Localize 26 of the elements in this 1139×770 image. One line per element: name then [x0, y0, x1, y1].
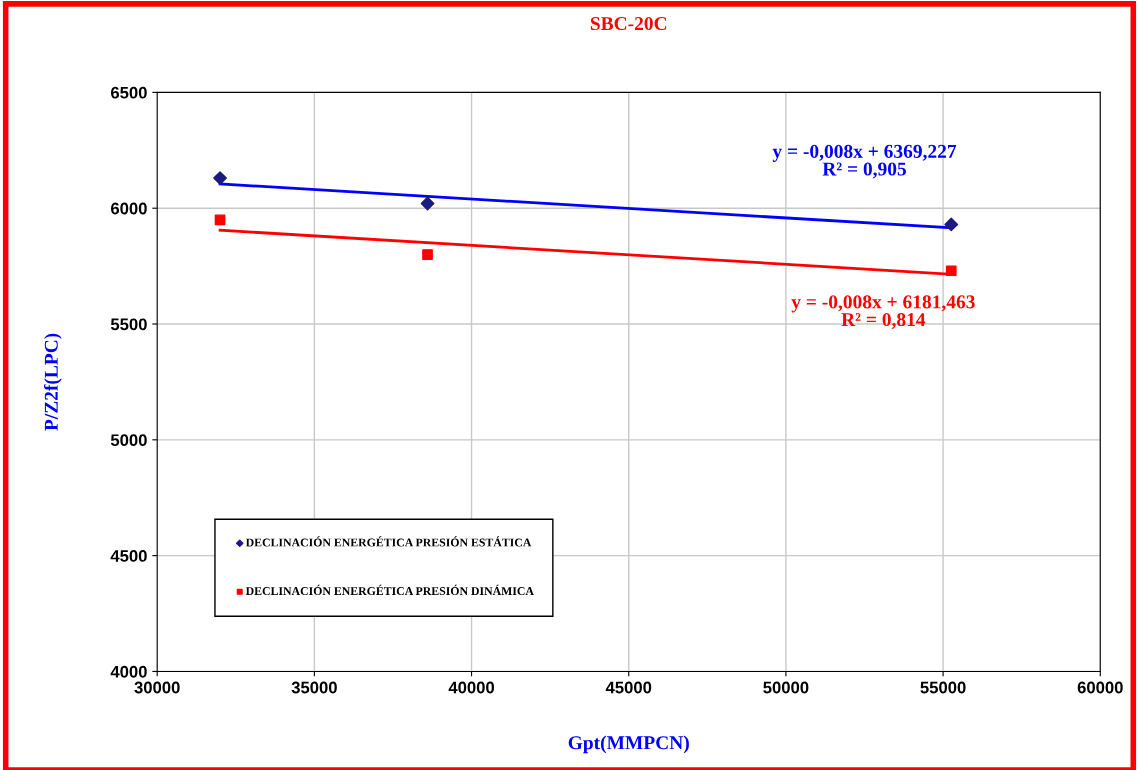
point	[420, 196, 435, 211]
legend-label: DECLINACIÓN ENERGÉTICA PRESIÓN ESTÁTICA	[245, 536, 532, 547]
y-tick-label: 5000	[110, 434, 147, 447]
y-axis-title: P/Z2f(LPC)	[43, 333, 62, 431]
x-tick-label: 40000	[448, 681, 495, 694]
x-tick-label: 50000	[763, 681, 809, 694]
legend-label: DECLINACIÓN ENERGÉTICA PRESIÓN DINÁMICA	[245, 584, 534, 596]
annotation: y = -0,008x + 6369,227 R² = 0,905	[772, 144, 957, 179]
x-tick-label: 35000	[291, 681, 337, 694]
y-tick-label: 4500	[110, 550, 147, 562]
point	[945, 265, 957, 277]
point	[944, 217, 959, 232]
point	[213, 171, 227, 186]
y-tick-label: 6500	[111, 86, 147, 99]
y-tick-label: 6000	[111, 202, 147, 215]
annotation: y = -0,008x + 6181,463 R² = 0,814	[791, 295, 975, 329]
x-tick-label: 55000	[920, 681, 966, 694]
x-axis-title: Gpt(MMPCN)	[568, 735, 689, 754]
x-tick-label: 60000	[1077, 681, 1123, 694]
x-tick-label: 45000	[605, 681, 652, 694]
x-tick-label: 30000	[134, 681, 180, 694]
y-tick-label: 5500	[110, 318, 147, 331]
point	[422, 249, 433, 260]
chart-title: SBC-20C	[590, 16, 667, 31]
y-tick-label: 4000	[110, 665, 147, 678]
point	[214, 214, 226, 226]
